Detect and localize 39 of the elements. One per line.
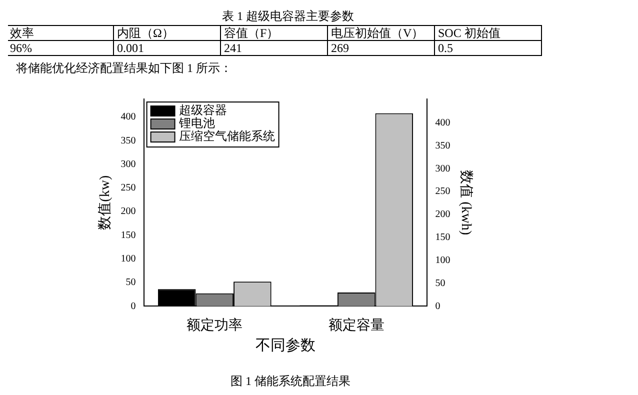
text: SOC 初始值 bbox=[434, 26, 542, 40]
text: 图 1 储能系统配置结果 bbox=[230, 373, 352, 389]
text: 将储能优化经济配置结果如下图 1 所示： bbox=[16, 60, 232, 77]
y-tick-label: 100 bbox=[120, 254, 136, 265]
y-tick-label: 350 bbox=[120, 135, 136, 146]
y-tick-label: 200 bbox=[120, 206, 136, 218]
y2-tick-label: 50 bbox=[435, 278, 446, 289]
y-tick-label: 150 bbox=[120, 230, 136, 241]
text: 容值（F） bbox=[220, 26, 328, 40]
y-axis-title: 数值(kw) bbox=[97, 175, 114, 230]
text: 241 bbox=[220, 40, 328, 56]
legend-label: 超级容器 bbox=[178, 103, 227, 118]
text: 电压初始值（V） bbox=[328, 26, 434, 40]
y2-tick-label: 200 bbox=[435, 209, 450, 220]
text: 0.5 bbox=[434, 40, 542, 56]
text: 269 bbox=[328, 40, 434, 56]
y2-tick-label: 350 bbox=[435, 140, 450, 152]
text: 内阻（Ω） bbox=[114, 26, 220, 40]
y2-tick-label: 250 bbox=[435, 186, 450, 198]
y2-tick-label: 150 bbox=[435, 232, 450, 244]
y-tick-label: 50 bbox=[126, 277, 136, 288]
x-axis-title: 不同参数 bbox=[256, 336, 316, 354]
y2-tick-label: 300 bbox=[435, 163, 450, 174]
y2-tick-label: 400 bbox=[435, 117, 450, 128]
y2-axis-title: 数值 (kwh) bbox=[458, 170, 474, 236]
y-tick-label: 250 bbox=[120, 182, 136, 194]
text: 效率 bbox=[6, 26, 114, 40]
text: 96% bbox=[6, 40, 114, 56]
x-tick-label: 额定功率 bbox=[186, 317, 243, 334]
y-tick-label: 300 bbox=[120, 158, 136, 170]
text: 0.001 bbox=[114, 40, 220, 56]
y-tick-label: 0 bbox=[130, 300, 136, 312]
y2-tick-label: 0 bbox=[435, 300, 440, 312]
text: 表 1 超级电容器主要参数 bbox=[221, 8, 355, 25]
y-tick-label: 400 bbox=[120, 112, 136, 123]
x-tick-label: 额定容量 bbox=[328, 317, 384, 334]
y2-tick-label: 100 bbox=[435, 254, 450, 266]
legend-label: 锂电池 bbox=[178, 116, 215, 130]
legend-label: 压缩空气储能系统 bbox=[178, 129, 275, 144]
